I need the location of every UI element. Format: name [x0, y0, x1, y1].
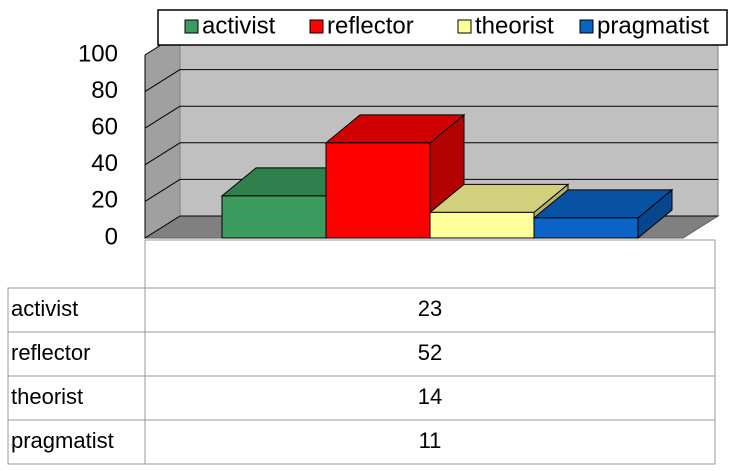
- legend-swatch: [184, 19, 199, 34]
- table-name: pragmatist: [11, 428, 114, 453]
- table-value: 11: [419, 428, 442, 453]
- y-tick-label: 60: [91, 114, 118, 141]
- y-tick-label: 20: [91, 187, 118, 214]
- legend-swatch: [309, 19, 324, 34]
- bar: [221, 195, 327, 239]
- bar: [429, 211, 535, 239]
- legend: [157, 9, 728, 46]
- y-tick-label: 80: [91, 77, 118, 104]
- grid-line: [144, 105, 181, 129]
- grid-line: [144, 215, 181, 239]
- table-value: 23: [418, 296, 442, 321]
- table-name: activist: [11, 296, 78, 321]
- table-value-cell: [144, 419, 716, 465]
- side-wall: [144, 32, 181, 239]
- table-name: reflector: [11, 340, 90, 365]
- y-tick-label: 0: [105, 223, 118, 250]
- table-name: theorist: [11, 384, 83, 409]
- table-value: 14: [418, 384, 442, 409]
- grid-line: [144, 142, 181, 166]
- bar: [533, 217, 639, 239]
- y-tick-label: 40: [91, 150, 118, 177]
- legend-label: pragmatist: [597, 12, 709, 39]
- legend-label: activist: [202, 12, 276, 39]
- grid-line: [144, 69, 181, 93]
- legend-swatch: [579, 19, 594, 34]
- legend-swatch: [457, 19, 472, 34]
- bar: [325, 142, 431, 239]
- table-value: 52: [418, 340, 442, 365]
- legend-label: theorist: [475, 12, 554, 39]
- grid-line: [144, 178, 181, 202]
- legend-label: reflector: [327, 12, 414, 39]
- y-tick-label: 100: [78, 40, 118, 67]
